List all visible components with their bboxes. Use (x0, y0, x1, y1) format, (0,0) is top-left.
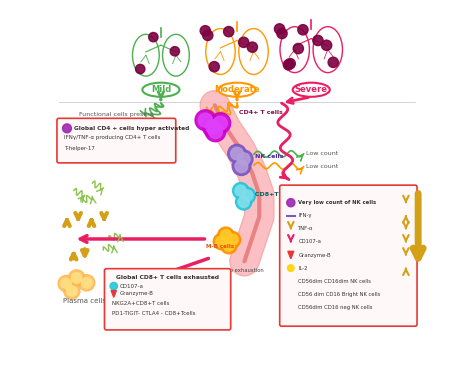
Circle shape (218, 227, 234, 243)
Circle shape (274, 24, 285, 34)
Circle shape (206, 120, 220, 134)
Circle shape (236, 194, 252, 210)
Circle shape (313, 35, 323, 46)
Circle shape (238, 37, 249, 47)
Text: CD56 dim CD16 Bright NK cells: CD56 dim CD16 Bright NK cells (298, 292, 381, 297)
Circle shape (227, 234, 238, 245)
Circle shape (202, 30, 213, 40)
FancyBboxPatch shape (57, 118, 176, 163)
Circle shape (110, 282, 118, 290)
Circle shape (210, 113, 231, 134)
Circle shape (287, 199, 295, 207)
Circle shape (224, 27, 234, 37)
Circle shape (79, 275, 95, 291)
Circle shape (205, 121, 226, 142)
Circle shape (223, 240, 235, 251)
Circle shape (209, 62, 219, 72)
Ellipse shape (142, 83, 180, 97)
Text: Functional cells present: Functional cells present (79, 123, 154, 128)
Text: NK cells: NK cells (255, 154, 283, 159)
Circle shape (228, 144, 246, 163)
Text: No exhaustion: No exhaustion (192, 268, 230, 273)
Text: Functional cells present: Functional cells present (79, 112, 154, 117)
Circle shape (195, 110, 216, 131)
Text: TNF-α: TNF-α (298, 226, 314, 232)
Text: M-B cells: M-B cells (206, 244, 234, 249)
Polygon shape (111, 291, 116, 297)
Circle shape (67, 286, 77, 296)
Text: Plasma cells: Plasma cells (64, 298, 106, 304)
Text: Low count: Low count (306, 164, 338, 169)
Text: Global CD8+ T cells exhausted: Global CD8+ T cells exhausted (116, 275, 219, 280)
Text: NKG2A+CD8+T cells: NKG2A+CD8+T cells (112, 301, 169, 306)
Circle shape (221, 237, 237, 254)
Circle shape (242, 190, 253, 201)
Ellipse shape (219, 83, 255, 97)
FancyBboxPatch shape (280, 185, 417, 326)
Circle shape (238, 196, 249, 208)
Circle shape (213, 233, 229, 250)
Circle shape (235, 160, 248, 172)
Text: Moderate: Moderate (214, 85, 260, 94)
Circle shape (58, 275, 74, 292)
Text: Granzyme-B: Granzyme-B (120, 291, 154, 297)
Text: Very low count of NK cells: Very low count of NK cells (298, 200, 376, 205)
Polygon shape (288, 251, 294, 259)
Circle shape (61, 278, 72, 289)
Circle shape (235, 185, 246, 196)
Circle shape (64, 283, 80, 299)
Circle shape (63, 124, 72, 133)
Circle shape (220, 230, 231, 241)
Circle shape (209, 124, 222, 138)
Circle shape (213, 116, 228, 130)
Circle shape (199, 113, 212, 127)
Text: No exhaustion: No exhaustion (226, 268, 263, 273)
Circle shape (247, 42, 257, 52)
Circle shape (72, 273, 82, 283)
Circle shape (298, 25, 308, 35)
FancyBboxPatch shape (104, 269, 231, 330)
Text: CD4+ T cells: CD4+ T cells (239, 110, 283, 115)
Text: IL-2: IL-2 (298, 266, 308, 271)
Circle shape (237, 153, 250, 165)
Text: Low count: Low count (306, 151, 338, 156)
Circle shape (288, 265, 294, 272)
Circle shape (277, 28, 287, 39)
Text: T-helper-17: T-helper-17 (64, 145, 95, 150)
Text: PD1-TIGIT- CTLA4 - CD8+Tcells: PD1-TIGIT- CTLA4 - CD8+Tcells (112, 311, 195, 316)
Text: CD107-a: CD107-a (120, 283, 144, 289)
Circle shape (224, 232, 241, 248)
Text: CD56dim CD16 neg NK cells: CD56dim CD16 neg NK cells (298, 305, 373, 310)
Circle shape (235, 150, 253, 168)
Circle shape (283, 60, 293, 70)
Circle shape (200, 26, 210, 36)
Text: Severe: Severe (295, 85, 328, 94)
Text: IFN-γ: IFN-γ (298, 213, 312, 218)
Circle shape (328, 57, 338, 67)
Text: Mild: Mild (151, 85, 171, 94)
Circle shape (149, 33, 158, 42)
Circle shape (239, 187, 255, 204)
Circle shape (293, 43, 303, 54)
Circle shape (232, 157, 251, 175)
Circle shape (82, 278, 92, 288)
Circle shape (216, 236, 227, 247)
Circle shape (231, 147, 243, 160)
Circle shape (202, 116, 223, 137)
Text: CD107-a: CD107-a (298, 239, 321, 245)
Text: CD56dim CD16dim NK cells: CD56dim CD16dim NK cells (298, 279, 371, 284)
Circle shape (285, 58, 295, 69)
Circle shape (170, 47, 180, 56)
Text: Granzyme-B: Granzyme-B (298, 252, 331, 258)
Text: IFNγ/TNF-α producing CD4+ T cells: IFNγ/TNF-α producing CD4+ T cells (64, 135, 161, 141)
Circle shape (136, 64, 145, 74)
Ellipse shape (292, 83, 330, 97)
Circle shape (321, 40, 332, 50)
Circle shape (68, 270, 85, 286)
Text: Global CD4 + cells hyper activated: Global CD4 + cells hyper activated (73, 126, 189, 131)
Text: CD8+T cells: CD8+T cells (255, 192, 296, 197)
Circle shape (233, 183, 249, 199)
